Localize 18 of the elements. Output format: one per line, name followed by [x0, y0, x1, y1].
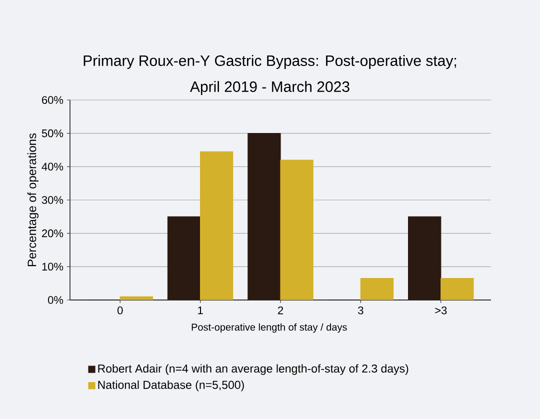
x-tick-label: 0: [118, 306, 123, 314]
chart-title: Primary Roux-en-Y Gastric Bypass: Post-operative stay;: [84, 55, 456, 69]
legend-label: Robert Adair (n=4 with an average length-of-stay of 2.3 days): [98, 364, 408, 375]
x-tick-label: >3: [435, 306, 447, 314]
x-tick-label: 3: [358, 306, 364, 314]
y-tick-label: 20%: [42, 229, 64, 238]
y-axis-title: Percentage of operations: [27, 133, 39, 266]
y-tick-label: 60%: [42, 96, 64, 104]
y-tick-label: 10%: [42, 262, 64, 271]
y-tick-label: 50%: [42, 129, 64, 138]
y-tick-label: 40%: [42, 162, 64, 171]
y-tick-label: 30%: [42, 196, 64, 204]
x-tick-label: 2: [278, 306, 284, 314]
x-axis-title: Post-operative length of stay / days: [192, 323, 347, 333]
legend-label: National Database (n=5,500): [98, 380, 244, 392]
y-tick-label: 0%: [48, 296, 64, 304]
chart-subtitle: April 2019 - March 2023: [190, 81, 350, 95]
x-tick-label: 1: [198, 306, 203, 314]
